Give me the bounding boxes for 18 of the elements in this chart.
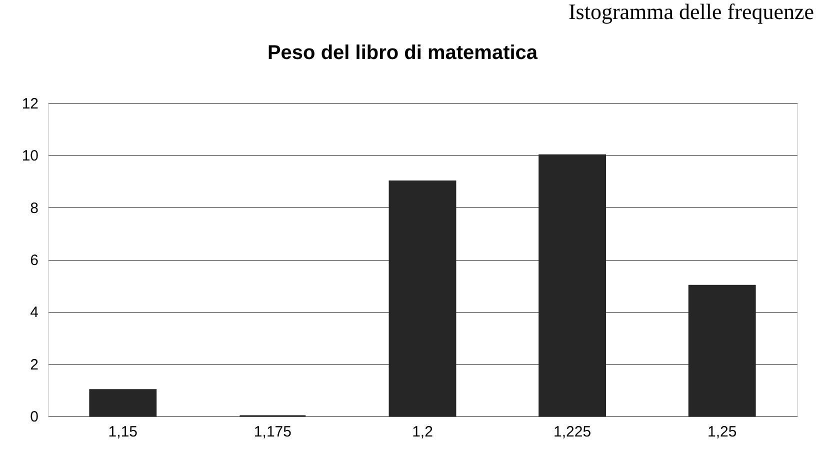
text: Istogramma delle frequenze (568, 0, 814, 24)
x-tick-label: 1,225 (554, 424, 592, 440)
y-tick-label: 8 (30, 200, 38, 217)
x-tick-label: 1,2 (412, 424, 433, 440)
bar (538, 154, 606, 417)
y-tick-label: 6 (30, 252, 38, 269)
x-tick-label: 1,25 (708, 424, 737, 440)
x-tick-label: 1,175 (254, 424, 292, 440)
x-tick-label: 1,15 (108, 424, 138, 440)
bar (89, 389, 157, 417)
y-tick-label: 4 (30, 304, 38, 322)
chart-title: Peso del libro di matematica (267, 42, 538, 64)
bar (388, 180, 456, 417)
y-tick-label: 0 (30, 408, 38, 426)
y-tick-label: 12 (22, 96, 38, 112)
y-tick-label: 10 (22, 148, 38, 165)
bar (688, 284, 756, 417)
y-tick-label: 2 (30, 356, 38, 374)
